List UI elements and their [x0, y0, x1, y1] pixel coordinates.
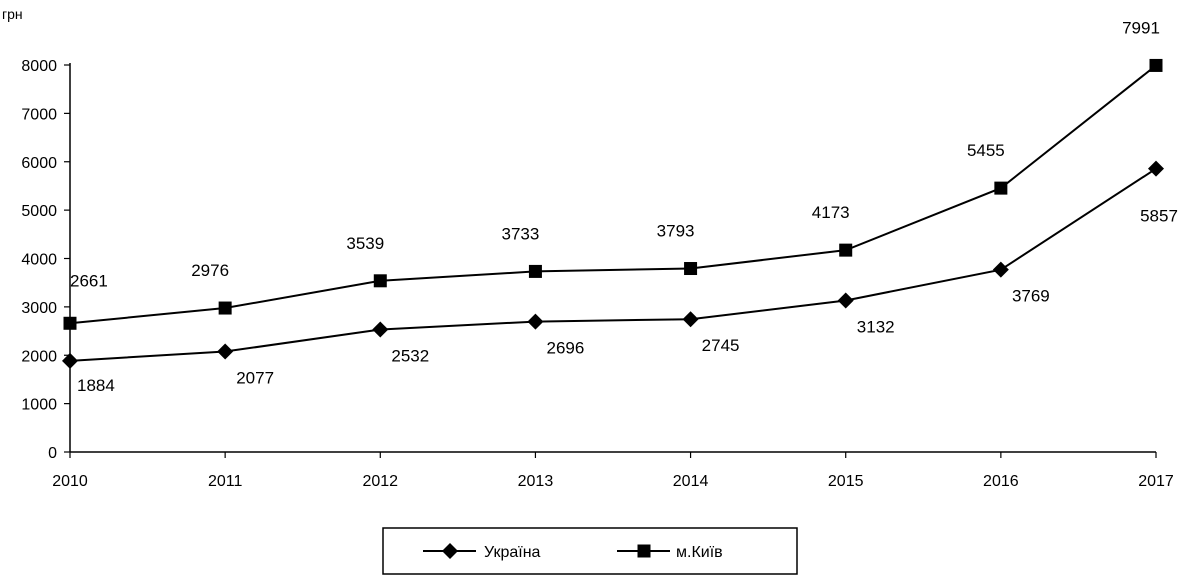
data-point-kyiv — [684, 262, 698, 276]
data-label-kyiv: 2976 — [191, 261, 229, 280]
data-label-ukraine: 3132 — [857, 317, 895, 336]
y-tick-label: 3000 — [21, 300, 57, 317]
x-tick-label: 2015 — [828, 473, 864, 490]
data-label-kyiv: 3733 — [502, 224, 540, 243]
x-tick-label: 2013 — [518, 473, 554, 490]
data-point-ukraine — [992, 261, 1009, 278]
data-label-ukraine: 1884 — [77, 376, 115, 395]
data-label-ukraine: 3769 — [1012, 287, 1050, 306]
y-axis-unit-label: грн — [2, 6, 23, 22]
data-point-kyiv — [373, 274, 387, 288]
data-label-ukraine: 2745 — [702, 336, 740, 355]
legend-label-ukraine: Україна — [484, 544, 541, 561]
data-label-kyiv: 3539 — [346, 234, 384, 253]
y-tick-label: 5000 — [21, 203, 57, 220]
data-label-kyiv: 2661 — [70, 271, 108, 290]
data-point-kyiv — [994, 181, 1008, 195]
axes — [69, 63, 1156, 453]
x-tick-label: 2012 — [362, 473, 398, 490]
series-line-kyiv — [69, 64, 1157, 325]
data-point-kyiv — [218, 301, 232, 315]
data-point-ukraine — [527, 313, 544, 330]
data-label-ukraine: 5857 — [1140, 207, 1178, 226]
data-point-ukraine — [372, 321, 389, 338]
data-label-kyiv: 3793 — [657, 222, 695, 241]
data-point-ukraine — [217, 343, 234, 360]
data-point-ukraine — [682, 311, 699, 328]
data-labels: 1884 2077 2532 2696 2745 3132 3769 5857 2661 2976… — [70, 18, 1178, 394]
legend: Україна м.Київ — [382, 527, 798, 575]
axis-ticks: 0 1000 2000 3000 4000 5000 6000 7000 8000 2010 201… — [21, 58, 1173, 490]
x-tick-label: 2016 — [983, 473, 1019, 490]
y-tick-label: 8000 — [21, 58, 57, 75]
legend-items: Україна м.Київ — [423, 543, 723, 561]
y-tick-label: 4000 — [21, 252, 57, 269]
y-tick-label: 0 — [48, 445, 57, 462]
data-point-kyiv — [839, 243, 853, 257]
legend-marker-kyiv — [637, 544, 651, 558]
series-line-ukraine — [69, 167, 1157, 362]
data-markers — [62, 58, 1164, 369]
data-point-kyiv — [1149, 58, 1163, 72]
legend-marker-ukraine — [442, 543, 458, 559]
x-tick-label: 2011 — [208, 473, 243, 490]
y-tick-label: 2000 — [21, 348, 57, 365]
data-label-kyiv: 5455 — [967, 141, 1005, 160]
series-lines — [69, 64, 1157, 362]
x-tick-label: 2017 — [1138, 473, 1174, 490]
x-tick-label: 2010 — [52, 473, 88, 490]
data-point-kyiv — [528, 264, 542, 278]
data-label-ukraine: 2532 — [391, 347, 429, 366]
data-point-kyiv — [63, 316, 77, 330]
legend-label-kyiv: м.Київ — [676, 544, 723, 561]
y-tick-label: 6000 — [21, 155, 57, 172]
y-tick-label: 1000 — [21, 397, 57, 414]
data-label-kyiv: 4173 — [812, 203, 850, 222]
x-tick-label: 2014 — [673, 473, 709, 490]
data-label-kyiv: 7991 — [1122, 18, 1160, 37]
data-point-ukraine — [837, 292, 854, 309]
data-point-ukraine — [1148, 160, 1164, 177]
data-label-ukraine: 2696 — [547, 339, 585, 358]
y-tick-label: 7000 — [21, 106, 57, 123]
data-point-ukraine — [62, 352, 78, 369]
data-label-ukraine: 2077 — [236, 369, 274, 388]
